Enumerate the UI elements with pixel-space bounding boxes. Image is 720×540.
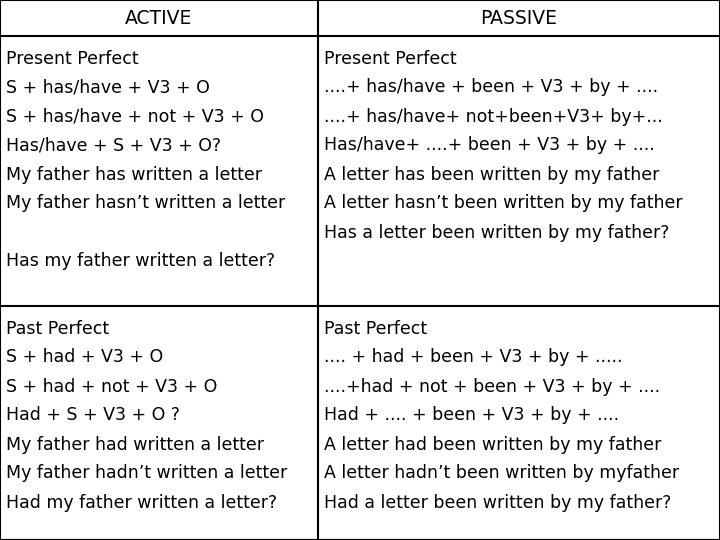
- Text: Had + .... + been + V3 + by + ....: Had + .... + been + V3 + by + ....: [324, 407, 619, 424]
- Text: ....+had + not + been + V3 + by + ....: ....+had + not + been + V3 + by + ....: [324, 377, 660, 395]
- Text: A letter has been written by my father: A letter has been written by my father: [324, 165, 660, 184]
- Text: Present Perfect: Present Perfect: [6, 50, 139, 68]
- Text: Had + S + V3 + O ?: Had + S + V3 + O ?: [6, 407, 180, 424]
- Text: S + has/have + V3 + O: S + has/have + V3 + O: [6, 78, 210, 97]
- Text: My father has written a letter: My father has written a letter: [6, 165, 262, 184]
- Text: .... + had + been + V3 + by + .....: .... + had + been + V3 + by + .....: [324, 348, 623, 367]
- Text: Past Perfect: Past Perfect: [324, 320, 427, 338]
- Text: ACTIVE: ACTIVE: [125, 9, 193, 28]
- Text: A letter had been written by my father: A letter had been written by my father: [324, 435, 662, 454]
- Text: Has/have+ ....+ been + V3 + by + ....: Has/have+ ....+ been + V3 + by + ....: [324, 137, 654, 154]
- Text: ....+ has/have + been + V3 + by + ....: ....+ has/have + been + V3 + by + ....: [324, 78, 658, 97]
- Text: S + has/have + not + V3 + O: S + has/have + not + V3 + O: [6, 107, 264, 125]
- Text: Past Perfect: Past Perfect: [6, 320, 109, 338]
- Text: ....+ has/have+ not+been+V3+ by+...: ....+ has/have+ not+been+V3+ by+...: [324, 107, 662, 125]
- Text: Had a letter been written by my father?: Had a letter been written by my father?: [324, 494, 671, 511]
- Text: Has my father written a letter?: Has my father written a letter?: [6, 253, 275, 271]
- Text: S + had + V3 + O: S + had + V3 + O: [6, 348, 163, 367]
- Text: S + had + not + V3 + O: S + had + not + V3 + O: [6, 377, 217, 395]
- Text: Present Perfect: Present Perfect: [324, 50, 456, 68]
- Text: Had my father written a letter?: Had my father written a letter?: [6, 494, 277, 511]
- Text: A letter hasn’t been written by my father: A letter hasn’t been written by my fathe…: [324, 194, 683, 213]
- Text: My father hasn’t written a letter: My father hasn’t written a letter: [6, 194, 285, 213]
- Text: A letter hadn’t been written by myfather: A letter hadn’t been written by myfather: [324, 464, 679, 483]
- Text: My father hadn’t written a letter: My father hadn’t written a letter: [6, 464, 287, 483]
- Text: My father had written a letter: My father had written a letter: [6, 435, 264, 454]
- Text: PASSIVE: PASSIVE: [480, 9, 557, 28]
- Text: Has/have + S + V3 + O?: Has/have + S + V3 + O?: [6, 137, 221, 154]
- Text: Has a letter been written by my father?: Has a letter been written by my father?: [324, 224, 670, 241]
